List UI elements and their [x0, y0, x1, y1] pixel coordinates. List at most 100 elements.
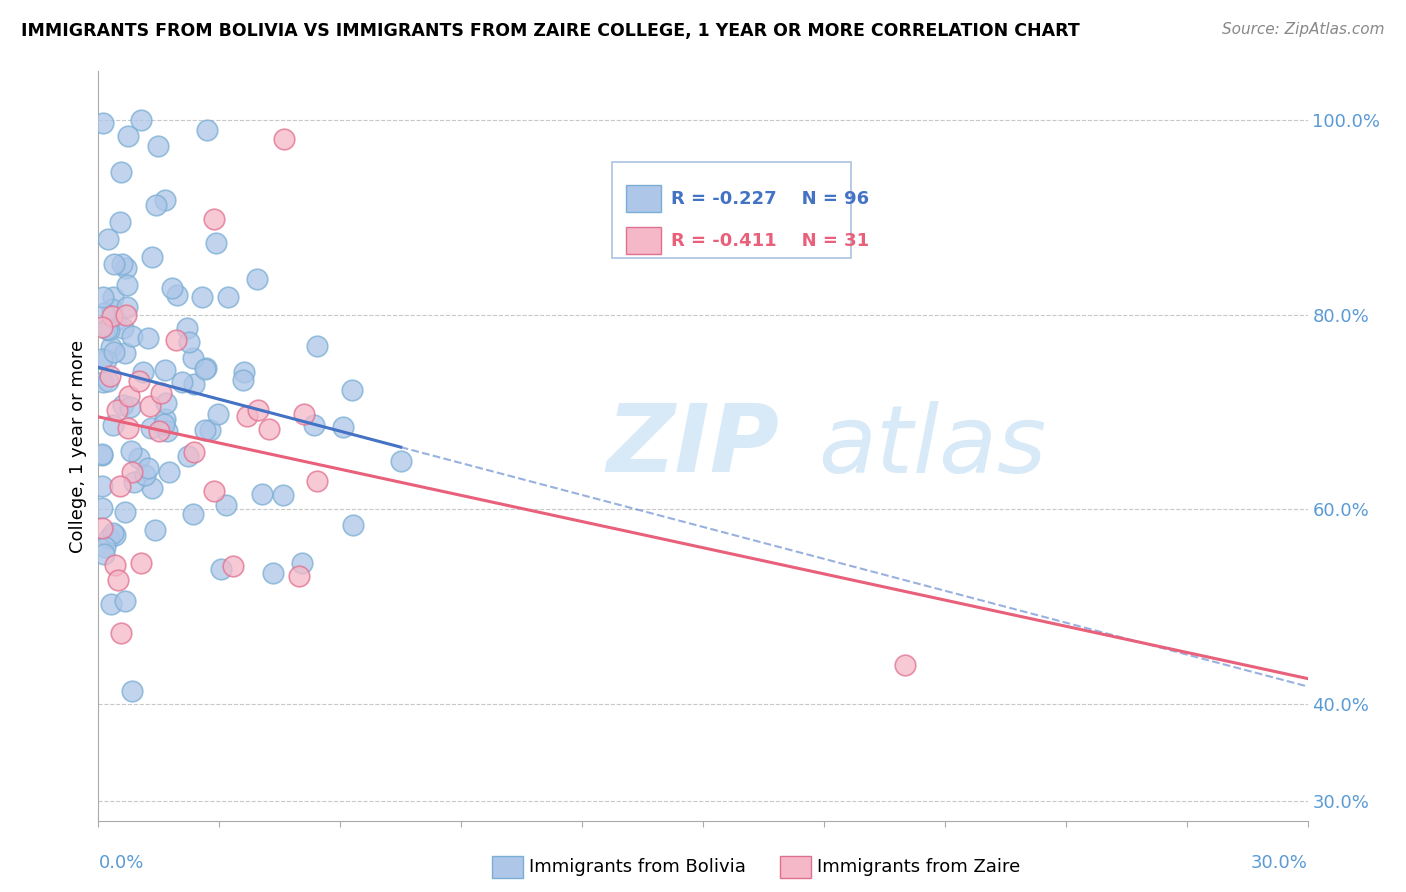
Text: atlas: atlas	[818, 401, 1046, 491]
Point	[177, 334, 200, 349]
Point	[166, 287, 188, 301]
Point	[114, 594, 136, 608]
Point	[139, 421, 162, 435]
Point	[332, 420, 354, 434]
Point	[91, 447, 114, 461]
Point	[103, 257, 125, 271]
Point	[110, 626, 132, 640]
Point	[232, 373, 254, 387]
Point	[121, 683, 143, 698]
Point	[202, 483, 225, 498]
Point	[91, 376, 114, 390]
Point	[107, 574, 129, 588]
Point	[148, 424, 170, 438]
Point	[94, 541, 117, 555]
Point	[153, 362, 176, 376]
Point	[91, 448, 114, 462]
Point	[143, 523, 166, 537]
Point	[150, 385, 173, 400]
Point	[181, 508, 204, 522]
Point	[233, 365, 256, 379]
Point	[257, 422, 280, 436]
Point	[305, 339, 328, 353]
Point	[101, 417, 124, 432]
Point	[165, 334, 187, 348]
Point	[112, 320, 135, 334]
Point	[273, 488, 295, 502]
Point	[117, 389, 139, 403]
Text: ZIP: ZIP	[606, 400, 779, 492]
FancyBboxPatch shape	[626, 227, 661, 254]
Point	[195, 123, 218, 137]
Text: Immigrants from Bolivia: Immigrants from Bolivia	[529, 858, 745, 876]
Point	[893, 657, 915, 672]
Point	[202, 211, 225, 226]
Point	[215, 498, 238, 512]
Point	[342, 517, 364, 532]
Point	[155, 395, 177, 409]
Point	[98, 369, 121, 384]
Point	[170, 375, 193, 389]
Point	[98, 532, 121, 546]
Point	[98, 323, 121, 337]
Text: Source: ZipAtlas.com: Source: ZipAtlas.com	[1222, 22, 1385, 37]
Point	[129, 113, 152, 128]
Point	[103, 525, 125, 540]
Point	[273, 132, 295, 146]
Point	[136, 460, 159, 475]
Point	[148, 138, 170, 153]
Point	[91, 500, 114, 515]
Point	[250, 486, 273, 500]
Point	[91, 290, 114, 304]
Point	[110, 165, 132, 179]
Point	[115, 309, 138, 323]
Point	[191, 290, 214, 304]
Point	[205, 236, 228, 251]
Point	[128, 450, 150, 465]
Point	[91, 521, 114, 535]
Point	[93, 547, 115, 561]
Point	[160, 281, 183, 295]
FancyBboxPatch shape	[612, 162, 852, 258]
Point	[302, 417, 325, 432]
Point	[152, 417, 174, 431]
Point	[246, 272, 269, 286]
Point	[91, 116, 114, 130]
Point	[305, 474, 328, 488]
Point	[121, 465, 143, 479]
Point	[103, 527, 125, 541]
Point	[112, 398, 135, 412]
Point	[101, 289, 124, 303]
Point	[91, 352, 114, 367]
FancyBboxPatch shape	[492, 856, 523, 878]
Point	[176, 320, 198, 334]
Point	[183, 376, 205, 391]
Point	[194, 360, 217, 375]
Point	[145, 198, 167, 212]
Point	[262, 566, 284, 580]
Point	[291, 556, 314, 570]
FancyBboxPatch shape	[626, 186, 661, 212]
Y-axis label: College, 1 year or more: College, 1 year or more	[69, 340, 87, 552]
Point	[115, 277, 138, 292]
Point	[117, 421, 139, 435]
Point	[97, 232, 120, 246]
Point	[194, 423, 217, 437]
Text: 30.0%: 30.0%	[1251, 855, 1308, 872]
Point	[198, 424, 221, 438]
Text: R = -0.411    N = 31: R = -0.411 N = 31	[671, 232, 869, 250]
Point	[104, 313, 127, 327]
Point	[120, 444, 142, 458]
Point	[287, 568, 309, 582]
Point	[128, 374, 150, 388]
Point	[222, 558, 245, 573]
Point	[114, 260, 136, 275]
Point	[131, 365, 153, 379]
Point	[340, 384, 363, 398]
Point	[117, 129, 139, 144]
Point	[157, 465, 180, 479]
Point	[156, 425, 179, 439]
Point	[134, 467, 156, 482]
FancyBboxPatch shape	[780, 856, 811, 878]
Point	[122, 475, 145, 489]
